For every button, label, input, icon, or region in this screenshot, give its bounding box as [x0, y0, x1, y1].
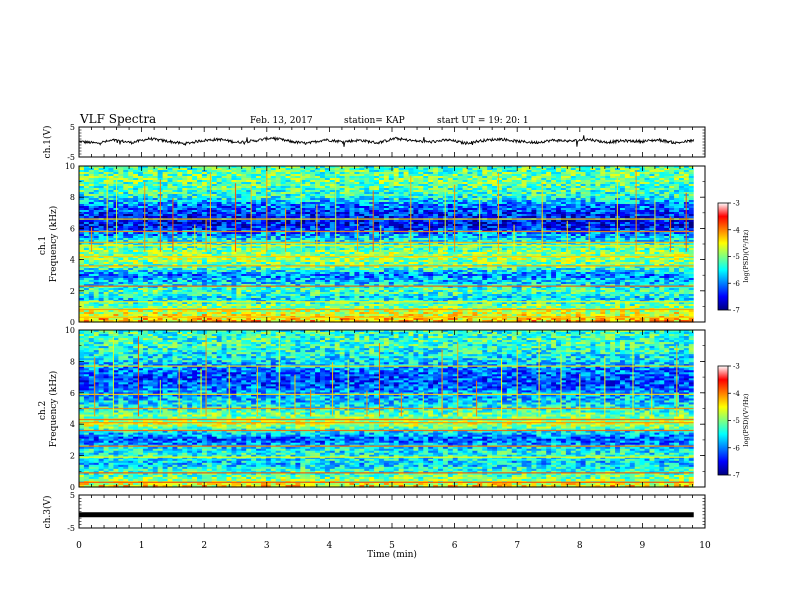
ch1-voltage-ylabel: ch.1(V)	[42, 126, 53, 159]
vlf-spectra-figure: VLF Spectra Feb. 13, 2017 station= KAP s…	[0, 0, 792, 612]
station-label: station= KAP	[344, 116, 405, 126]
ch1-waveform-panel: ch.1(V) 5 -5	[42, 123, 705, 162]
ch1-waveform-trace	[79, 135, 694, 146]
figure-title: VLF Spectra	[79, 112, 156, 126]
date-label: Feb. 13, 2017	[250, 116, 313, 126]
ch1-waveform-ytick-label: -5	[67, 153, 75, 162]
ch1-label: ch.1	[38, 236, 48, 255]
ch1-waveform-ytick-label: 5	[70, 123, 75, 132]
ch1-spectrogram-cells	[79, 166, 694, 323]
start-time-label: start UT = 19: 20: 1	[437, 116, 529, 126]
ch1-spectrogram-ylabel: ch.1 Frequency (kHz)	[38, 206, 59, 283]
ch1-frequency-label: Frequency (kHz)	[48, 206, 59, 283]
